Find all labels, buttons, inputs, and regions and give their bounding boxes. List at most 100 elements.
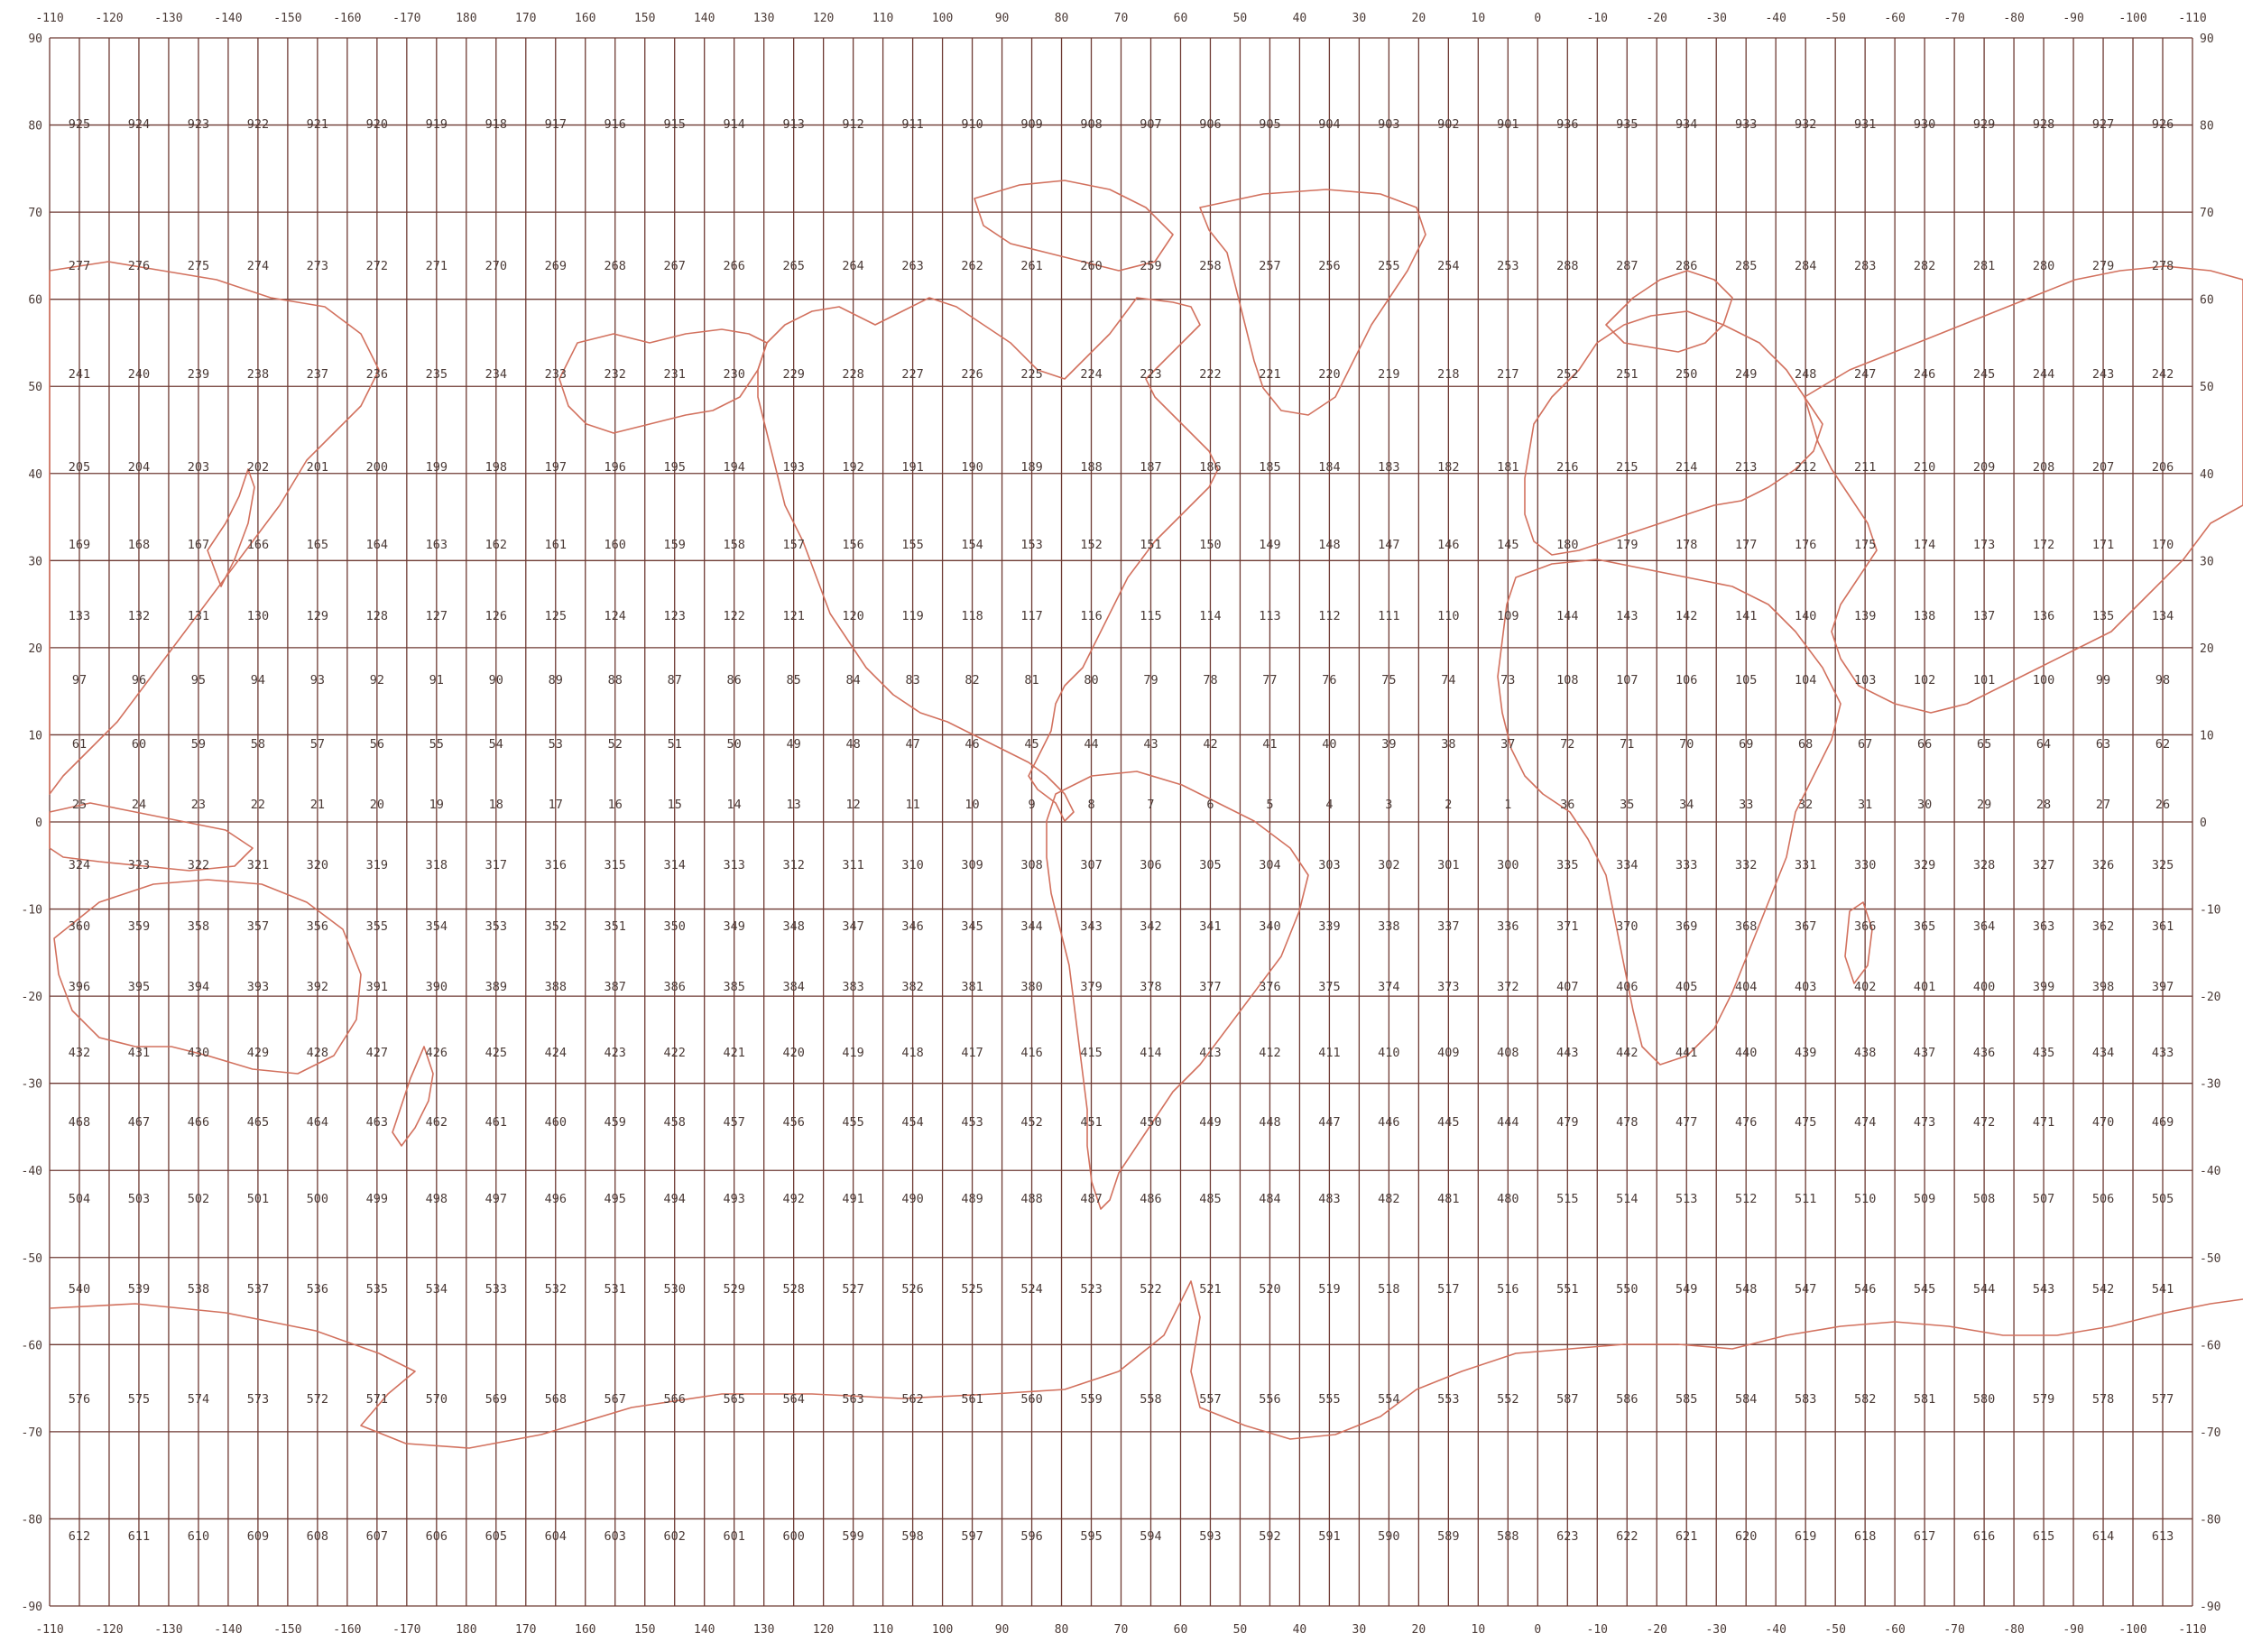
grid-cell-number: 60 (132, 737, 146, 752)
grid-cell-number: 456 (782, 1115, 804, 1130)
grid-cell-number: 183 (1378, 460, 1399, 475)
grid-cell-number: 417 (961, 1046, 983, 1060)
grid-cell-number: 545 (1914, 1282, 1935, 1297)
grid-cell-number: 191 (901, 460, 923, 475)
grid-cell-number: 359 (128, 919, 150, 934)
grid-cell-number: 337 (1437, 919, 1459, 934)
grid-cell-number: 511 (1795, 1192, 1816, 1206)
grid-cell-number: 395 (128, 980, 150, 994)
grid-cell-number: 169 (69, 538, 90, 552)
grid-cell-number: 488 (1020, 1192, 1042, 1206)
top-longitude-label: 20 (1412, 12, 1426, 25)
grid-cell-number: 378 (1140, 980, 1161, 994)
grid-cell-number: 415 (1080, 1046, 1102, 1060)
grid-cell-number: 490 (901, 1192, 923, 1206)
grid-cell-number: 62 (2155, 737, 2170, 752)
grid-cell-number: 139 (1854, 609, 1876, 623)
grid-cell-number: 35 (1620, 798, 1634, 812)
grid-cell-number: 461 (485, 1115, 507, 1130)
grid-cell-number: 12 (845, 798, 860, 812)
bottom-longitude-label: 180 (456, 1623, 476, 1637)
grid-cell-number: 228 (842, 367, 863, 382)
grid-cell-number: 585 (1675, 1392, 1697, 1407)
left-latitude-label: 50 (28, 381, 42, 394)
grid-cell-number: 138 (1914, 609, 1935, 623)
grid-cell-number: 389 (485, 980, 507, 994)
top-longitude-label: 70 (1114, 12, 1129, 25)
grid-cell-number: 522 (1140, 1282, 1161, 1297)
grid-cell-number: 494 (664, 1192, 686, 1206)
grid-cell-number: 411 (1318, 1046, 1340, 1060)
grid-cell-number: 230 (723, 367, 744, 382)
grid-cell-number: 370 (1616, 919, 1638, 934)
grid-cell-number: 503 (128, 1192, 150, 1206)
grid-cell-number: 407 (1556, 980, 1578, 994)
grid-cell-number: 924 (128, 117, 150, 132)
grid-cell-number: 394 (188, 980, 209, 994)
grid-cell-number: 146 (1437, 538, 1459, 552)
bottom-longitude-label: 40 (1293, 1623, 1307, 1637)
grid-cell-number: 516 (1497, 1282, 1518, 1297)
grid-cell-number: 71 (1620, 737, 1634, 752)
bottom-longitude-label: -60 (1884, 1623, 1905, 1637)
grid-cell-number: 159 (664, 538, 686, 552)
grid-cell-number: 520 (1259, 1282, 1280, 1297)
grid-cell-number: 277 (69, 259, 90, 273)
grid-cell-number: 75 (1381, 673, 1396, 688)
grid-cell-number: 175 (1854, 538, 1876, 552)
coastline-new-zealand (392, 1046, 434, 1147)
grid-cell-number: 496 (545, 1192, 567, 1206)
grid-cell-number: 555 (1318, 1392, 1340, 1407)
grid-cell-number: 260 (1080, 259, 1102, 273)
grid-cell-number: 491 (842, 1192, 863, 1206)
left-latitude-label: 80 (28, 120, 42, 134)
grid-cell-number: 484 (1259, 1192, 1280, 1206)
grid-cell-number: 165 (307, 538, 328, 552)
grid-cell-number: 237 (307, 367, 328, 382)
grid-cell-number: 182 (1437, 460, 1459, 475)
grid-cell-number: 365 (1914, 919, 1935, 934)
coastline-alaska (558, 328, 768, 434)
bottom-longitude-label: 160 (575, 1623, 595, 1637)
grid-cell-number: 105 (1735, 673, 1757, 688)
top-longitude-label: -80 (2003, 12, 2024, 25)
grid-cell-number: 442 (1616, 1046, 1638, 1060)
bottom-longitude-label: -100 (2118, 1623, 2146, 1637)
left-latitude-label: -70 (22, 1426, 42, 1440)
grid-cell-number: 206 (2152, 460, 2174, 475)
grid-cell-number: 905 (1259, 117, 1280, 132)
grid-cell-number: 252 (1556, 367, 1578, 382)
grid-cell-number: 66 (1917, 737, 1932, 752)
grid-cell-number: 280 (2033, 259, 2054, 273)
grid-cell-number: 332 (1735, 858, 1757, 872)
grid-cell-number: 549 (1675, 1282, 1697, 1297)
grid-cell-number: 203 (188, 460, 209, 475)
left-latitude-label: 30 (28, 555, 42, 568)
grid-cell-number: 37 (1500, 737, 1515, 752)
grid-cell-number: 532 (545, 1282, 567, 1297)
grid-cell-number: 231 (664, 367, 686, 382)
grid-cell-number: 223 (1140, 367, 1161, 382)
coastline-australia (53, 879, 362, 1075)
grid-cell-number: 152 (1080, 538, 1102, 552)
bottom-longitude-label: 170 (515, 1623, 536, 1637)
grid-cell-number: 48 (845, 737, 860, 752)
top-longitude-label: 90 (995, 12, 1010, 25)
grid-cell-number: 374 (1378, 980, 1399, 994)
top-longitude-label: 170 (515, 12, 536, 25)
grid-cell-number: 343 (1080, 919, 1102, 934)
right-latitude-label: 60 (2200, 294, 2214, 308)
grid-cell-number: 568 (545, 1392, 567, 1407)
grid-cell-number: 261 (1020, 259, 1042, 273)
grid-cell-number: 619 (1795, 1529, 1816, 1544)
grid-cell-number: 199 (426, 460, 448, 475)
grid-cell-number: 559 (1080, 1392, 1102, 1407)
grid-cell-number: 251 (1616, 367, 1638, 382)
coastline-arctic-islands (974, 180, 1174, 272)
right-latitude-label: 10 (2200, 729, 2214, 743)
grid-cell-number: 267 (664, 259, 686, 273)
grid-cell-number: 583 (1795, 1392, 1816, 1407)
grid-cell-number: 429 (247, 1046, 269, 1060)
grid-cell-number: 574 (188, 1392, 209, 1407)
